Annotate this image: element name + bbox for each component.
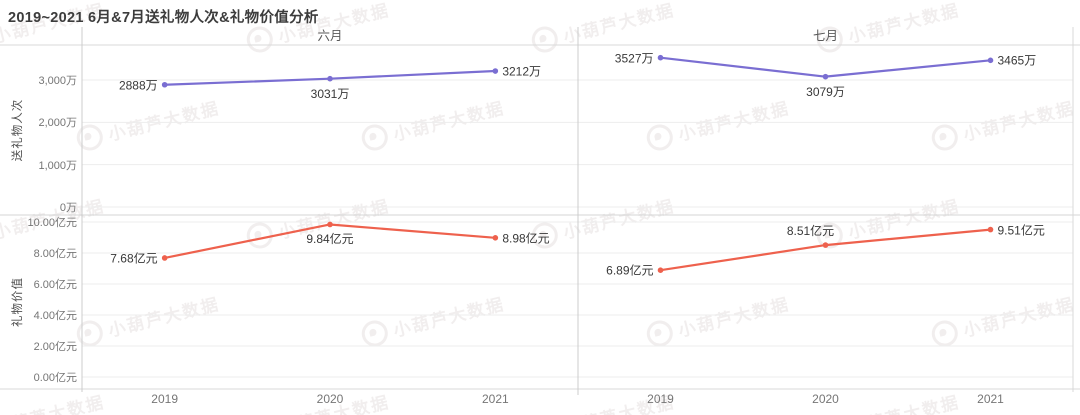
x-axis-year-label: 2019 bbox=[151, 392, 179, 406]
data-point-marker bbox=[492, 68, 499, 74]
column-header-june: 六月 bbox=[317, 29, 343, 43]
y-axis-title-gift-value: 礼物价值 bbox=[12, 277, 24, 327]
x-axis-year-label: 2020 bbox=[812, 392, 839, 406]
y-axis-tick-label: 1,000万 bbox=[38, 159, 77, 172]
data-point-marker bbox=[161, 255, 168, 261]
y-axis-title-gift-count: 送礼物人次 bbox=[12, 98, 24, 162]
data-point-label: 3212万 bbox=[502, 64, 542, 79]
data-point-label: 8.98亿元 bbox=[502, 231, 550, 246]
data-point-label: 9.84亿元 bbox=[306, 232, 354, 247]
data-point-label: 3079万 bbox=[806, 84, 845, 99]
column-header-july: 七月 bbox=[812, 29, 839, 43]
data-point-marker bbox=[161, 81, 168, 88]
data-point-marker bbox=[987, 57, 994, 64]
y-axis-tick-label: 0万 bbox=[59, 202, 77, 214]
x-axis-year-label: 2021 bbox=[977, 392, 1004, 406]
data-point-label: 3031万 bbox=[310, 86, 350, 101]
y-axis-tick-label: 2,000万 bbox=[38, 117, 77, 130]
y-axis-tick-label: 0.00亿元 bbox=[33, 372, 77, 384]
x-axis-year-label: 2019 bbox=[647, 392, 674, 406]
x-axis-year-label: 2021 bbox=[481, 392, 509, 406]
data-point-marker bbox=[987, 226, 994, 233]
y-axis-tick-label: 3,000万 bbox=[38, 75, 77, 87]
data-point-marker bbox=[822, 73, 829, 80]
y-axis-tick-label: 2.00亿元 bbox=[33, 341, 77, 353]
data-point-label: 3527万 bbox=[614, 51, 654, 66]
data-point-marker bbox=[327, 221, 333, 228]
data-point-label: 9.51亿元 bbox=[997, 223, 1045, 238]
y-axis-tick-label: 4.00亿元 bbox=[33, 310, 77, 322]
y-axis-tick-label: 8.00亿元 bbox=[33, 248, 77, 260]
data-point-label: 7.68亿元 bbox=[110, 251, 158, 266]
data-point-marker bbox=[822, 242, 829, 248]
data-point-marker bbox=[657, 267, 664, 274]
page-title: 2019~2021 6月&7月送礼物人次&礼物价值分析 bbox=[8, 10, 319, 26]
data-point-label: 2888万 bbox=[118, 78, 158, 93]
data-point-marker bbox=[327, 75, 333, 82]
y-axis-tick-label: 6.00亿元 bbox=[33, 279, 77, 291]
data-point-label: 8.51亿元 bbox=[786, 224, 835, 239]
data-point-label: 3465万 bbox=[997, 53, 1037, 68]
data-point-marker bbox=[492, 235, 499, 241]
data-point-marker bbox=[657, 54, 664, 61]
data-point-label: 6.89亿元 bbox=[606, 263, 654, 278]
x-axis-year-label: 2020 bbox=[316, 392, 344, 406]
y-axis-tick-label: 10.00亿元 bbox=[27, 217, 77, 229]
